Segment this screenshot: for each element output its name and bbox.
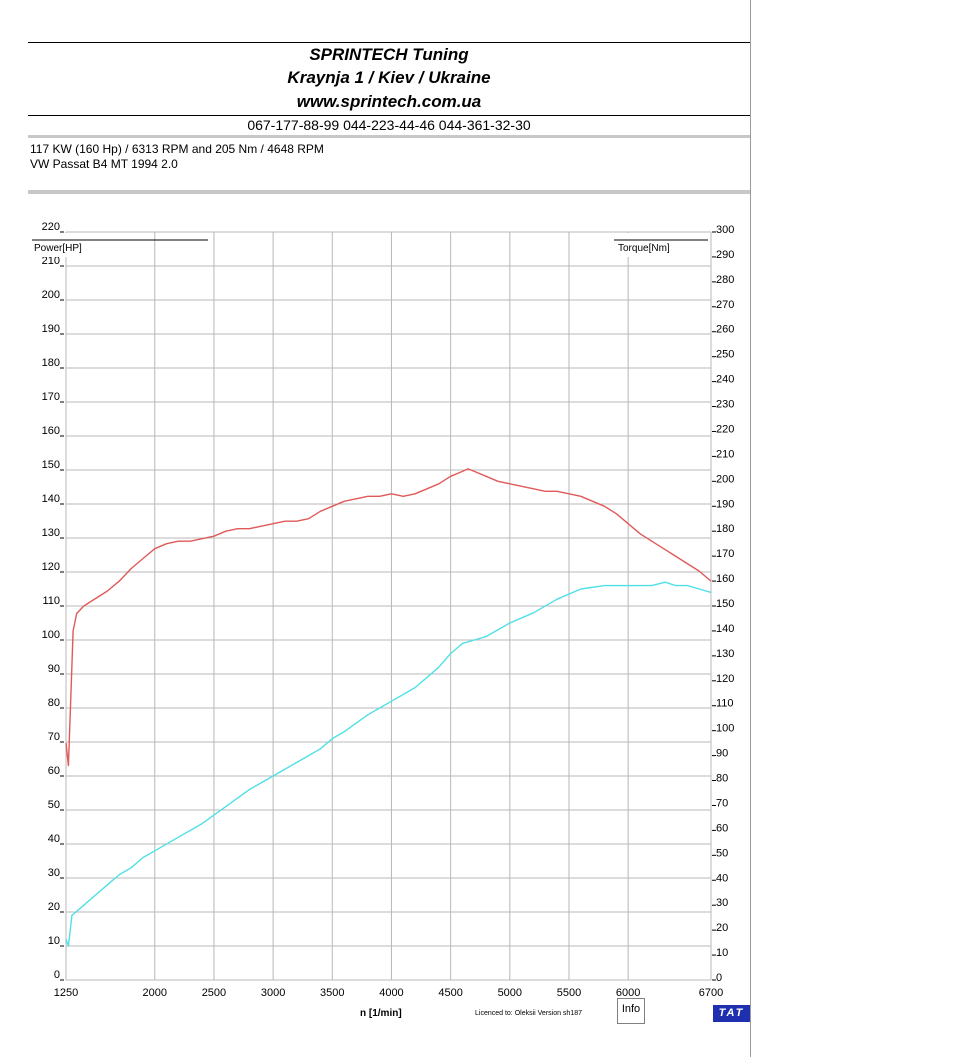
left-tick-label: 100 xyxy=(42,629,60,641)
right-tick-label: 100 xyxy=(716,723,734,735)
right-tick-label: 80 xyxy=(716,773,728,785)
right-axis-ticks: 0 10 20 30 40 50 60 70 80 90 100 110 120 130 140 150 160… xyxy=(712,224,734,984)
x-tick-label: 4000 xyxy=(379,987,403,999)
right-tick-label: 180 xyxy=(716,523,734,535)
dyno-chart: 0102030405060708090100110120130140150160… xyxy=(32,221,734,1019)
right-tick-label: 280 xyxy=(716,274,734,286)
x-tick-label: 6700 xyxy=(699,987,723,999)
left-tick-label: 30 xyxy=(48,867,60,879)
vehicle-description: VW Passat B4 MT 1994 2.0 xyxy=(30,157,178,171)
right-tick-label: 190 xyxy=(716,498,734,510)
right-tick-label: 40 xyxy=(716,872,728,884)
left-axis-title: Power[HP] xyxy=(34,243,82,254)
left-tick-label: 40 xyxy=(48,833,60,845)
left-tick-label: 0 xyxy=(54,969,60,981)
left-tick-label: 60 xyxy=(48,765,60,777)
right-tick-label: 260 xyxy=(716,324,734,336)
company-address: Kraynja 1 / Kiev / Ukraine xyxy=(287,68,491,87)
left-tick-label: 140 xyxy=(42,493,60,505)
x-axis-ticks: 1250 2000 2500 3000 3500 4000 4500 5000 5500 6000… xyxy=(54,987,723,999)
header-rule xyxy=(28,115,750,116)
right-legend-bg xyxy=(614,233,708,257)
result-summary: 117 KW (160 Hp) / 6313 RPM and 205 Nm / … xyxy=(30,142,324,156)
right-tick-label: 230 xyxy=(716,399,734,411)
left-tick-label: 10 xyxy=(48,935,60,947)
right-tick-label: 110 xyxy=(716,698,734,710)
phone-numbers: 067-177-88-99 044-223-44-46 044-361-32-3… xyxy=(247,117,531,133)
left-tick-label: 150 xyxy=(42,459,60,471)
license-text: Licenced to: Oleksii Version sh187 xyxy=(475,1010,582,1017)
left-tick-label: 190 xyxy=(42,323,60,335)
dyno-report-page: SPRINTECH Tuning Kraynja 1 / Kiev / Ukra… xyxy=(28,0,751,1057)
right-tick-label: 210 xyxy=(716,448,734,460)
left-legend-bg xyxy=(32,233,92,257)
right-tick-label: 220 xyxy=(716,423,734,435)
right-tick-label: 160 xyxy=(716,573,734,585)
x-axis-title: n [1/min] xyxy=(360,1008,402,1019)
x-tick-label: 2000 xyxy=(143,987,167,999)
left-tick-label: 160 xyxy=(42,425,60,437)
right-tick-label: 20 xyxy=(716,922,728,934)
left-tick-label: 20 xyxy=(48,901,60,913)
x-tick-label: 5500 xyxy=(557,987,581,999)
left-tick-label: 90 xyxy=(48,663,60,675)
right-tick-label: 130 xyxy=(716,648,734,660)
x-tick-label: 3500 xyxy=(320,987,344,999)
torque-series-line xyxy=(65,468,712,767)
left-tick-label: 120 xyxy=(42,561,60,573)
company-website: www.sprintech.com.ua xyxy=(296,92,482,111)
x-tick-label: 1250 xyxy=(54,987,78,999)
left-axis-ticks: 0 10 20 30 40 50 60 70 80 90 100 110 120 130 140 150 160… xyxy=(42,221,64,981)
right-tick-label: 290 xyxy=(716,249,734,261)
right-axis-title: Torque[Nm] xyxy=(618,243,670,254)
right-tick-label: 140 xyxy=(716,623,734,635)
right-tick-label: 270 xyxy=(716,299,734,311)
chart-series xyxy=(65,468,712,947)
left-tick-label: 180 xyxy=(42,357,60,369)
x-tick-label: 5000 xyxy=(498,987,522,999)
x-tick-label: 2500 xyxy=(202,987,226,999)
left-tick-label: 170 xyxy=(42,391,60,403)
right-tick-label: 150 xyxy=(716,598,734,610)
left-tick-label: 110 xyxy=(42,595,60,607)
right-tick-label: 120 xyxy=(716,673,734,685)
right-tick-label: 0 xyxy=(716,972,722,984)
x-tick-label: 4500 xyxy=(438,987,462,999)
right-tick-label: 50 xyxy=(716,847,728,859)
left-tick-label: 130 xyxy=(42,527,60,539)
summary-rule xyxy=(28,190,750,194)
phone-rule xyxy=(28,135,750,138)
right-tick-label: 60 xyxy=(716,822,728,834)
right-tick-label: 90 xyxy=(716,748,728,760)
right-tick-label: 70 xyxy=(716,797,728,809)
right-tick-label: 170 xyxy=(716,548,734,560)
left-tick-label: 220 xyxy=(42,221,60,233)
x-tick-label: 3000 xyxy=(261,987,285,999)
left-tick-label: 50 xyxy=(48,799,60,811)
company-name: SPRINTECH Tuning xyxy=(309,45,469,64)
brand-badge: TAT xyxy=(713,1005,750,1022)
left-tick-label: 80 xyxy=(48,697,60,709)
top-rule xyxy=(28,42,750,43)
x-tick-label: 6000 xyxy=(616,987,640,999)
left-tick-label: 210 xyxy=(42,255,60,267)
right-tick-label: 30 xyxy=(716,897,728,909)
right-tick-label: 200 xyxy=(716,473,734,485)
right-tick-label: 240 xyxy=(716,374,734,386)
right-tick-label: 300 xyxy=(716,224,734,236)
power-series-line xyxy=(65,581,712,947)
left-tick-label: 70 xyxy=(48,731,60,743)
right-tick-label: 250 xyxy=(716,349,734,361)
left-tick-label: 200 xyxy=(42,289,60,301)
right-tick-label: 10 xyxy=(716,947,728,959)
chart-grid xyxy=(65,231,712,981)
info-button[interactable]: Info xyxy=(617,998,645,1024)
